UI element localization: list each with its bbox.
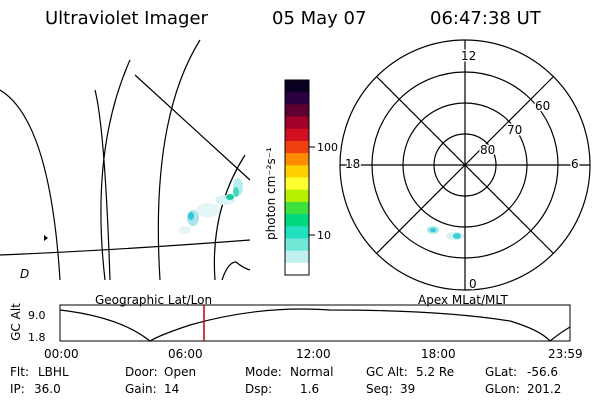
- color-bar-band: [285, 80, 309, 93]
- color-bar-gradient: [285, 80, 309, 276]
- instrument-title: Ultraviolet Imager: [45, 8, 208, 29]
- color-bar-band: [285, 262, 309, 276]
- latitude-line: [134, 74, 251, 181]
- altitude-curve: [59, 308, 571, 342]
- color-bar-tick-100: 100: [317, 141, 338, 154]
- color-bar-band: [285, 92, 309, 105]
- geographic-map: D: [0, 39, 251, 281]
- status-gcalt-key: GC Alt:: [366, 365, 408, 379]
- alt-plot: [59, 304, 571, 342]
- color-bar-band: [285, 214, 309, 227]
- alt-plot-frame: [59, 304, 571, 342]
- status-ip-value: 36.0: [34, 382, 61, 396]
- status-gain-value: 14: [164, 382, 180, 396]
- status-glon-value: 201.2: [527, 382, 562, 396]
- alt-plot-ytick-low: 1.8: [28, 331, 46, 344]
- status-door-value: Open: [164, 365, 197, 379]
- alt-plot-xtick-3: 18:00: [421, 347, 456, 361]
- mlt-diagonal: [376, 76, 554, 254]
- alt-plot-xtick-4: 23:59: [548, 347, 583, 361]
- color-bar-band: [285, 238, 309, 252]
- status-seq-key: Seq:: [366, 382, 393, 396]
- mlat-label-80: 80: [480, 143, 495, 157]
- alt-plot-xtick-1: 06:00: [168, 347, 203, 361]
- mlt-label-6: 6: [571, 157, 579, 171]
- color-bar-band: [285, 128, 309, 142]
- polar-emission: [427, 226, 464, 240]
- color-bar-band: [285, 226, 309, 240]
- alt-plot-ytick-high: 9.0: [28, 309, 46, 322]
- polar-plot: 12 18 6 0 60 70 80: [339, 39, 591, 293]
- status-gcalt-value: 5.2 Re: [416, 365, 455, 379]
- status-mode-value: Normal: [290, 365, 334, 379]
- color-bar-band: [285, 140, 309, 154]
- color-bar-band: [285, 201, 309, 215]
- mlt-label-18: 18: [345, 157, 360, 171]
- mlt-label-12: 12: [461, 49, 476, 63]
- color-bar-axis-label: photon cm⁻²s⁻¹: [264, 147, 278, 240]
- status-dsp-key: Dsp:: [245, 382, 273, 396]
- status-door-key: Door:: [125, 365, 158, 379]
- color-bar-band: [285, 165, 309, 179]
- color-bar-band: [285, 250, 309, 264]
- longitude-line: [213, 154, 246, 281]
- color-bar-band: [285, 153, 309, 166]
- time-label: 06:47:38 UT: [430, 8, 541, 29]
- status-dsp-value: 1.6: [300, 382, 320, 396]
- latitude-line: [0, 239, 251, 256]
- status-seq-value: 39: [400, 382, 416, 396]
- status-flt-key: Flt:: [10, 365, 29, 379]
- status-glat-value: -56.6: [527, 365, 559, 379]
- aurora-emission: [179, 178, 243, 234]
- status-glat-key: GLat:: [485, 365, 518, 379]
- color-bar-band: [285, 104, 309, 118]
- coastline: [221, 261, 251, 281]
- mlt-label-0: 0: [469, 277, 477, 291]
- alt-plot-ylabel: GC Alt: [9, 303, 23, 341]
- mlat-label-70: 70: [507, 123, 522, 137]
- color-bar-band: [285, 177, 309, 191]
- color-bar: 100 10 photon cm⁻²s⁻¹: [264, 79, 338, 276]
- mlat-label-60: 60: [535, 99, 550, 113]
- status-flt-value: LBHL: [38, 365, 69, 379]
- color-bar-band: [285, 189, 309, 203]
- longitude-line: [157, 39, 201, 281]
- polar-coord-label: Apex MLat/MLT: [418, 293, 508, 307]
- longitude-line: [0, 89, 61, 281]
- map-marker: [44, 235, 48, 241]
- alt-plot-xtick-0: 00:00: [44, 347, 79, 361]
- alt-plot-xtick-2: 12:00: [296, 347, 331, 361]
- status-ip-key: IP:: [10, 382, 25, 396]
- status-mode-key: Mode:: [245, 365, 282, 379]
- status-glon-key: GLon:: [485, 382, 520, 396]
- longitude-line: [100, 59, 131, 281]
- date-label: 05 May 07: [272, 8, 367, 29]
- color-bar-band: [285, 116, 309, 130]
- map-projection-label: Geographic Lat/Lon: [95, 293, 213, 307]
- color-bar-tick-10: 10: [317, 229, 331, 242]
- map-glyph: D: [20, 267, 29, 281]
- status-gain-key: Gain:: [125, 382, 157, 396]
